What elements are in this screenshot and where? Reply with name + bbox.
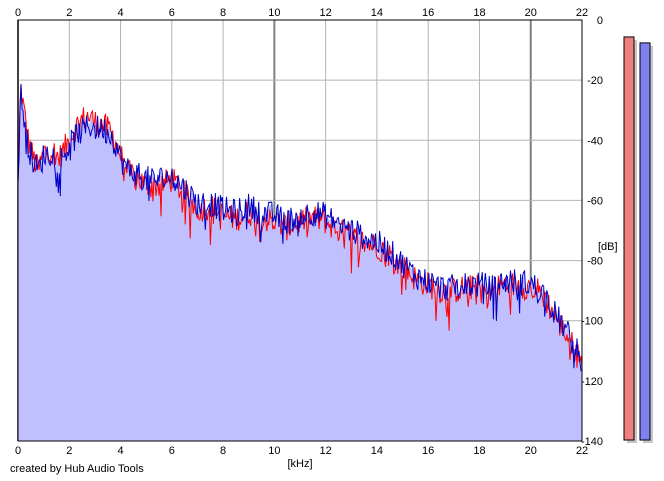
x-tick-bottom-1: 2 [66, 445, 72, 457]
x-tick-top-8: 16 [422, 7, 434, 19]
y-axis-ticks: 0 -20 -40 -60 -80 -100 -120 -140 [581, 15, 603, 448]
x-axis-label: [kHz] [287, 458, 312, 470]
x-tick-top-0: 0 [15, 7, 21, 19]
credit-text: created by Hub Audio Tools [10, 463, 144, 475]
y-tick-6: -120 [581, 376, 603, 388]
y-tick-1: -20 [587, 75, 603, 87]
right-channel-line [17, 83, 583, 372]
x-tick-top-5: 10 [268, 7, 280, 19]
y-axis-label: [dB] [598, 241, 618, 253]
x-tick-top-9: 18 [473, 7, 485, 19]
y-tick-0: 0 [597, 15, 603, 27]
y-tick-7: -140 [581, 436, 603, 448]
x-tick-top-1: 2 [66, 7, 72, 19]
x-tick-top-7: 14 [371, 7, 383, 19]
y-tick-4: -80 [587, 256, 603, 268]
x-tick-top-3: 6 [169, 7, 175, 19]
y-tick-2: -40 [587, 135, 603, 147]
x-tick-top-10: 20 [525, 7, 537, 19]
y-tick-3: -60 [587, 195, 603, 207]
x-axis-ticks-top: 0 2 4 6 8 10 12 14 16 18 20 22 [15, 7, 588, 19]
plot-border [17, 19, 583, 442]
x-tick-bottom-2: 4 [117, 445, 123, 457]
x-tick-bottom-11: 22 [576, 445, 588, 457]
level-meter-L [623, 36, 635, 441]
x-tick-top-6: 12 [320, 7, 332, 19]
x-tick-bottom-9: 18 [473, 445, 485, 457]
x-tick-bottom-5: 10 [268, 445, 280, 457]
x-tick-bottom-4: 8 [220, 445, 226, 457]
level-meters [623, 36, 653, 444]
spectrum-fill-area [18, 87, 582, 441]
x-tick-bottom-8: 16 [422, 445, 434, 457]
x-tick-bottom-7: 14 [371, 445, 383, 457]
x-tick-bottom-0: 0 [15, 445, 21, 457]
x-tick-top-11: 22 [576, 7, 588, 19]
x-tick-bottom-3: 6 [169, 445, 175, 457]
x-tick-bottom-6: 12 [320, 445, 332, 457]
x-tick-top-2: 4 [117, 7, 123, 19]
level-meter-R [639, 42, 651, 441]
x-tick-top-4: 8 [220, 7, 226, 19]
y-tick-5: -100 [581, 316, 603, 328]
x-tick-bottom-10: 20 [525, 445, 537, 457]
x-axis-ticks-bottom: 0 2 4 6 8 10 12 14 16 18 20 22 [15, 445, 588, 457]
